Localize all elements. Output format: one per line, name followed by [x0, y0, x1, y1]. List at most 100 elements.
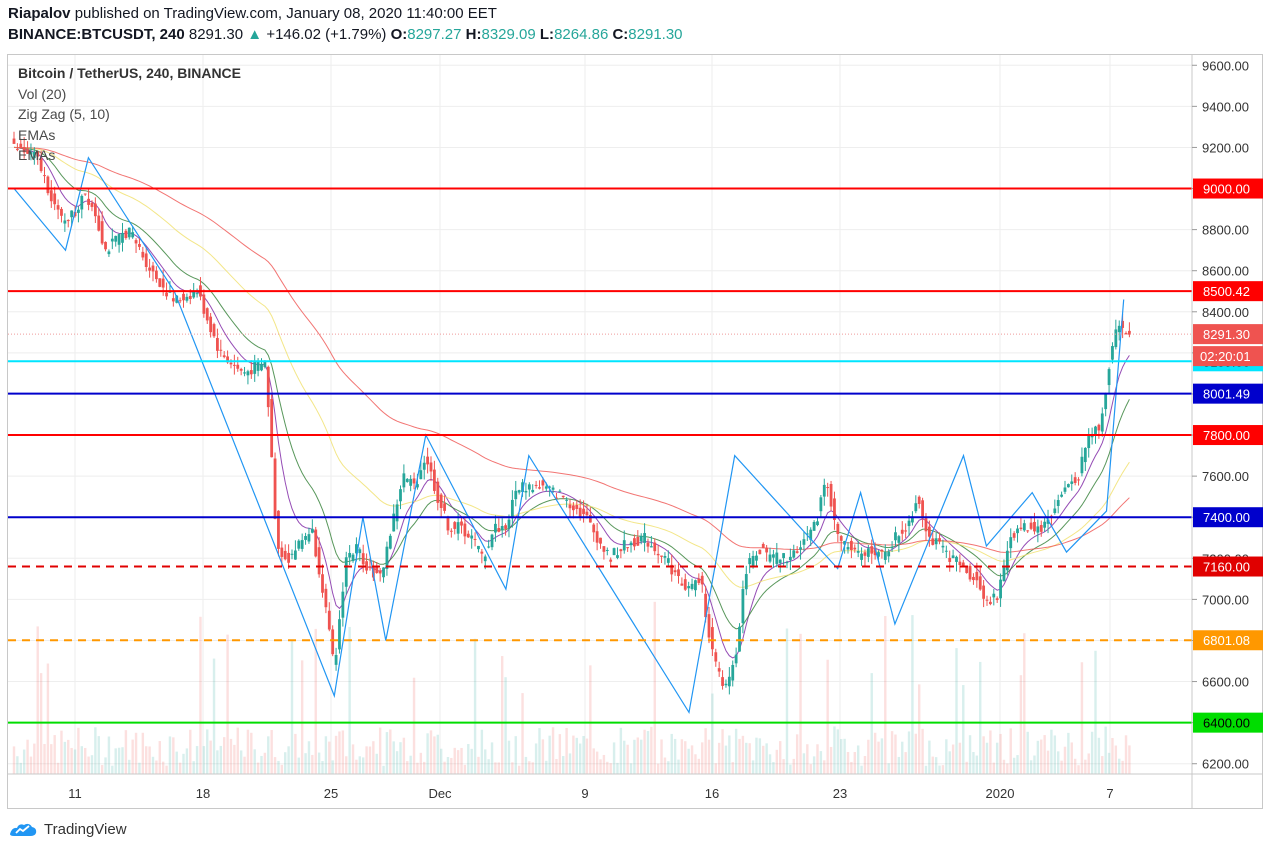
- candle-body: [504, 525, 507, 529]
- candle-body: [568, 504, 572, 509]
- change-value: +146.02 (+1.79%): [266, 26, 387, 43]
- volume-bar: [138, 762, 141, 774]
- price-line-tag[interactable]: [1193, 383, 1263, 404]
- volume-bar: [375, 753, 378, 774]
- candle-body: [588, 514, 592, 523]
- candle-body: [317, 547, 321, 575]
- volume-bar: [456, 750, 460, 774]
- candle-body: [673, 570, 677, 573]
- volume-bar: [270, 729, 273, 774]
- candle-body: [287, 552, 291, 563]
- candle-body: [849, 540, 853, 550]
- candle-body: [514, 490, 518, 500]
- volume-bar: [107, 736, 111, 774]
- candle-body: [605, 549, 609, 551]
- legend-volume[interactable]: Vol (20): [18, 85, 67, 102]
- volume-bar: [185, 748, 189, 774]
- volume-bar: [765, 743, 768, 774]
- current-price-tag[interactable]: [1193, 324, 1263, 345]
- volume-bar: [378, 727, 382, 774]
- volume-bar: [100, 765, 104, 774]
- volume-bar: [29, 756, 33, 774]
- zigzag-line[interactable]: [13, 156, 1125, 715]
- volume-bar: [646, 731, 650, 774]
- volume-bar: [904, 752, 907, 774]
- price-line-tag[interactable]: [1193, 281, 1263, 302]
- candle-body: [477, 545, 480, 550]
- footer-brand[interactable]: TradingView: [44, 820, 127, 838]
- candle-body: [460, 521, 463, 526]
- candle-body: [314, 529, 318, 557]
- volume-bar: [178, 762, 182, 774]
- volume-bar: [419, 752, 423, 774]
- volume-bar: [43, 743, 46, 774]
- legend-emas-2[interactable]: EMAs: [18, 147, 56, 163]
- volume-bar: [226, 634, 229, 774]
- volume-bar: [643, 729, 646, 774]
- volume-bar: [460, 747, 463, 774]
- candle-body: [171, 298, 175, 302]
- volume-bar: [1087, 753, 1090, 774]
- price-line-tag[interactable]: [1193, 425, 1263, 446]
- candle-body: [429, 462, 433, 472]
- volume-bar: [1043, 735, 1046, 774]
- candle-body: [995, 598, 999, 601]
- volume-bar: [172, 737, 175, 774]
- price-line-tag[interactable]: [1193, 178, 1263, 199]
- candle-body: [277, 510, 280, 549]
- candle-body: [205, 308, 209, 321]
- candle-body: [1046, 519, 1050, 524]
- price-line-label: 8500.42: [1203, 284, 1250, 299]
- volume-bar: [284, 752, 287, 774]
- price-line-tag[interactable]: [1193, 556, 1263, 577]
- candle-body: [660, 555, 663, 557]
- candle-body: [548, 486, 552, 488]
- volume-bar: [33, 743, 36, 774]
- volume-bar: [253, 749, 256, 774]
- candle-body: [212, 324, 216, 337]
- legend-title[interactable]: Bitcoin / TetherUS, 240, BINANCE: [18, 65, 242, 81]
- candle-body: [538, 487, 541, 489]
- candle-body: [419, 470, 423, 480]
- author-name[interactable]: Riapalov: [8, 5, 71, 22]
- candle-body: [439, 494, 443, 508]
- candle-body: [43, 175, 46, 177]
- candle-body: [1083, 447, 1087, 463]
- candle-body: [934, 538, 938, 545]
- volume-bar: [307, 741, 311, 774]
- volume-bar: [717, 742, 721, 774]
- legend-emas-1[interactable]: EMAs: [18, 126, 56, 143]
- legend-zigzag[interactable]: Zig Zag (5, 10): [18, 106, 110, 122]
- candle-body: [938, 538, 941, 542]
- volume-bar: [365, 746, 368, 774]
- candle-body: [1128, 330, 1131, 335]
- candle-body: [700, 575, 704, 585]
- volume-bar: [704, 728, 707, 774]
- tradingview-logo-icon[interactable]: [8, 820, 38, 838]
- candle-body: [616, 555, 619, 558]
- time-tick-label: 7: [1106, 786, 1113, 801]
- volume-bar: [572, 735, 575, 774]
- volume-bar: [602, 754, 606, 774]
- price-line-tag[interactable]: [1193, 507, 1263, 528]
- volume-bar: [345, 756, 348, 774]
- price-line-tag[interactable]: [1193, 712, 1263, 733]
- volume-bar: [128, 759, 131, 774]
- candle-body: [768, 554, 772, 562]
- volume-bar: [195, 746, 199, 774]
- price-tick-label: 6200.00: [1202, 757, 1249, 772]
- candle-body: [663, 556, 667, 558]
- volume-bar: [792, 758, 795, 774]
- candle-body: [1104, 394, 1108, 410]
- candle-body: [12, 138, 16, 144]
- candle-body: [907, 520, 911, 527]
- volume-bar: [884, 616, 887, 774]
- volume-bar: [314, 628, 317, 774]
- candle-body: [531, 489, 535, 493]
- volume-bar: [843, 738, 846, 774]
- candle-body: [97, 215, 101, 231]
- volume-bar: [300, 660, 304, 774]
- candle-body: [927, 526, 931, 537]
- price-line-tag[interactable]: [1193, 630, 1263, 651]
